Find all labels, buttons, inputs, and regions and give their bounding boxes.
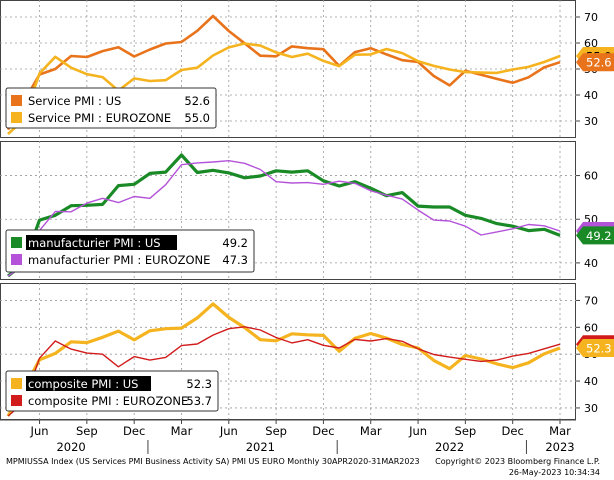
legend-highlight <box>26 376 151 391</box>
x-tick-label: Sep <box>265 424 287 438</box>
legend-value: 52.3 <box>186 377 212 391</box>
y-tick-label: 60 <box>584 321 598 334</box>
legend-name: Service PMI : EUROZONE <box>28 111 171 125</box>
legend-swatch <box>11 95 22 106</box>
series-line-1 <box>6 302 561 417</box>
y-tick-label: 40 <box>584 89 598 102</box>
legend-swatch <box>11 395 22 406</box>
legend-swatch <box>11 237 22 248</box>
badge-shape <box>576 226 614 245</box>
badge-label: 52.6 <box>586 56 612 70</box>
x-tick-label: Mar <box>171 424 193 438</box>
footer-copyright: Copyright© 2023 Bloomberg Finance L.P. <box>435 457 600 466</box>
x-tick-label: Jun <box>408 424 427 438</box>
last-value-badge: 52.6 <box>576 53 614 72</box>
series-line-1 <box>7 153 561 278</box>
y-tick-label: 40 <box>584 257 598 270</box>
y-tick-label: 70 <box>584 11 598 24</box>
last-value-badge: 52.3 <box>576 339 614 358</box>
x-year-label: 2020 <box>56 440 85 454</box>
footer-source: MPMIUSSA Index (US Services PMI Business… <box>6 457 420 466</box>
legend-box <box>5 87 217 129</box>
legend: manufacturier PMI : US 49.2 manufacturier … <box>5 229 255 273</box>
legend-swatch <box>11 254 22 265</box>
badge-label: 49.2 <box>586 229 612 243</box>
legend-value: 47.3 <box>222 253 248 267</box>
x-year-label: 2021 <box>246 440 275 454</box>
legend-value: 52.6 <box>184 94 210 108</box>
last-value-badge: 49.2 <box>576 226 614 245</box>
x-tick-label: Dec <box>123 424 145 438</box>
series-line-2 <box>7 42 561 135</box>
badge-shape <box>576 339 614 358</box>
series-line-2 <box>7 326 561 417</box>
y-tick-label: 30 <box>584 402 598 415</box>
x-tick-label: Jun <box>219 424 238 438</box>
y-tick-label: 40 <box>584 375 598 388</box>
legend-value: 49.2 <box>222 236 248 250</box>
y-tick-label: 30 <box>584 115 598 128</box>
x-year-label: 2023 <box>545 440 574 454</box>
x-tick-label: Dec <box>312 424 334 438</box>
series-line-2 <box>7 159 561 277</box>
legend-value: 53.7 <box>186 394 212 408</box>
x-year-label: 2022 <box>435 440 464 454</box>
legend-name: manufacturier PMI : EUROZONE <box>28 253 210 267</box>
y-tick-label: 60 <box>584 170 598 183</box>
legend-name: Service PMI : US <box>28 94 121 108</box>
x-tick-label: Mar <box>549 424 571 438</box>
badge-shape <box>576 53 614 72</box>
x-tick-label: Sep <box>76 424 98 438</box>
x-tick-label: Dec <box>502 424 524 438</box>
legend-value: 55.0 <box>184 111 210 125</box>
legend-swatch <box>11 112 22 123</box>
badge-label: 52.3 <box>586 342 612 356</box>
legend-swatch <box>11 378 22 389</box>
legend: composite PMI : US 52.3 composite PMI : EU… <box>5 370 219 412</box>
x-tick-label: Mar <box>360 424 382 438</box>
legend-name: manufacturier PMI : US <box>28 236 161 250</box>
legend: Service PMI : US 52.6 Service PMI : EUROZO… <box>5 87 217 129</box>
x-tick-label: Jun <box>30 424 49 438</box>
legend-name: composite PMI : US <box>28 377 138 391</box>
footer-date: 26-May-2023 10:34:34 <box>508 468 600 477</box>
y-tick-label: 70 <box>584 294 598 307</box>
x-tick-label: Sep <box>455 424 477 438</box>
legend-highlight <box>26 235 177 250</box>
legend-name: composite PMI : EUROZONE <box>28 394 188 408</box>
y-tick-label: 60 <box>584 37 598 50</box>
